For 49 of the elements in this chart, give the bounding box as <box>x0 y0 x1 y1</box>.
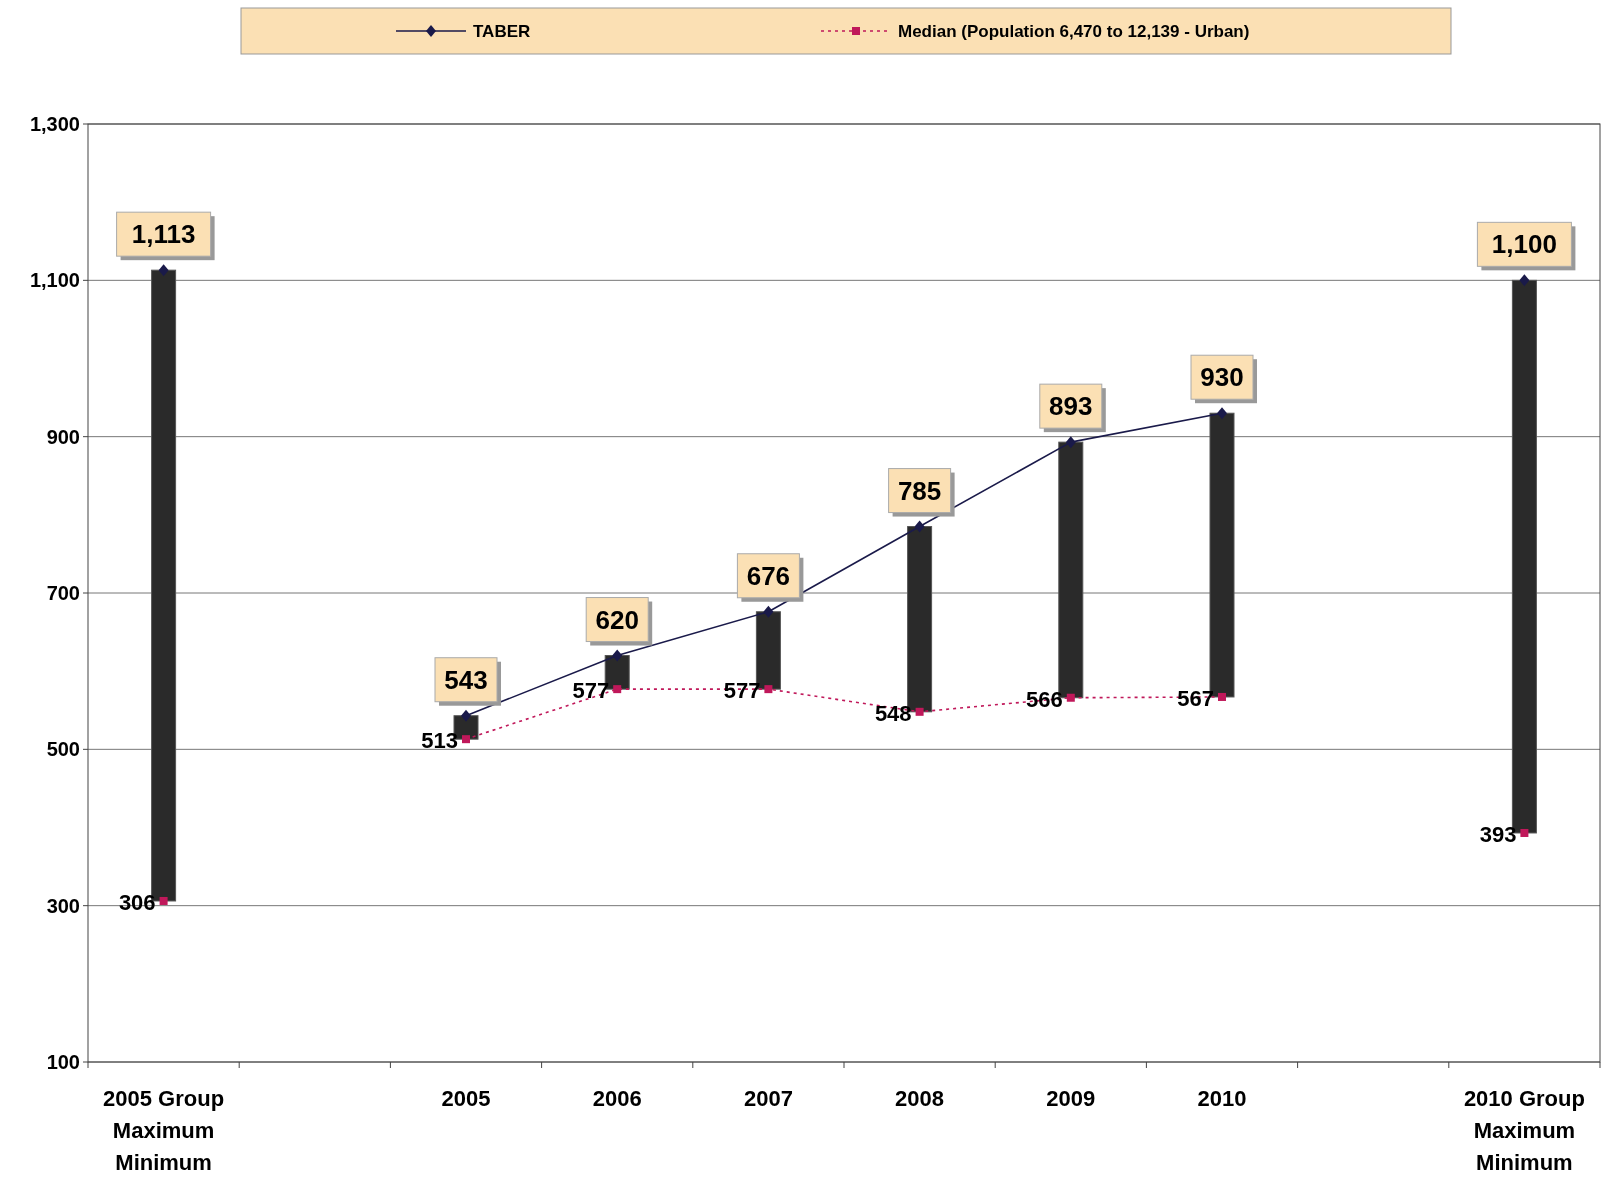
x-tick-label: 2007 <box>743 1086 793 1111</box>
x-tick-label: 2005 <box>441 1086 491 1111</box>
data-label: 393 <box>1479 821 1517 847</box>
y-tick-label: 700 <box>46 582 80 604</box>
x-tick-label: 2010 <box>1197 1086 1247 1111</box>
point <box>1520 828 1529 837</box>
point <box>1218 692 1226 701</box>
point <box>1066 693 1075 702</box>
data-label: 930 <box>1200 362 1244 393</box>
x-tick-label: 2008 <box>895 1086 945 1111</box>
x-tick-label: 2010 Group Maximum Minimum <box>1463 1086 1585 1175</box>
data-label: 577 <box>572 678 610 704</box>
point <box>462 735 470 744</box>
point <box>764 685 773 694</box>
point <box>612 649 623 662</box>
point <box>613 685 622 694</box>
data-label: 548 <box>874 700 912 726</box>
point <box>915 707 924 716</box>
y-tick-label: 500 <box>46 738 80 761</box>
point <box>1065 436 1076 449</box>
data-label: 1,100 <box>1491 229 1557 260</box>
data-label: 567 <box>1177 685 1214 711</box>
y-tick-label: 100 <box>46 1051 80 1073</box>
data-label: 513 <box>421 728 458 754</box>
point <box>461 709 471 722</box>
y-tick-label: 1,100 <box>29 269 80 292</box>
point <box>914 520 925 533</box>
y-tick-label: 1,300 <box>29 113 80 135</box>
x-tick-label: 2009 <box>1046 1086 1096 1111</box>
data-label: 566 <box>1026 686 1063 712</box>
point <box>1217 407 1227 420</box>
point <box>763 605 774 618</box>
data-label: 620 <box>595 604 639 635</box>
legend-label: TABER <box>473 22 531 41</box>
data-label: 306 <box>118 889 156 915</box>
legend-label: Median (Population 6,470 to 12,139 - Urban) <box>898 22 1250 41</box>
data-label: 893 <box>1049 391 1093 422</box>
y-tick-label: 300 <box>46 894 80 917</box>
x-tick-label: 2005 Group Maximum Minimum <box>103 1086 225 1175</box>
data-label: 676 <box>746 560 791 591</box>
data-label: 543 <box>444 664 488 695</box>
data-label: 1,113 <box>131 219 196 250</box>
data-label: 785 <box>897 475 942 506</box>
point <box>158 264 169 277</box>
point <box>159 896 168 905</box>
x-tick-label: 2006 <box>592 1086 642 1111</box>
data-label: 577 <box>723 678 761 704</box>
y-tick-label: 900 <box>46 425 80 448</box>
point <box>1519 274 1530 287</box>
